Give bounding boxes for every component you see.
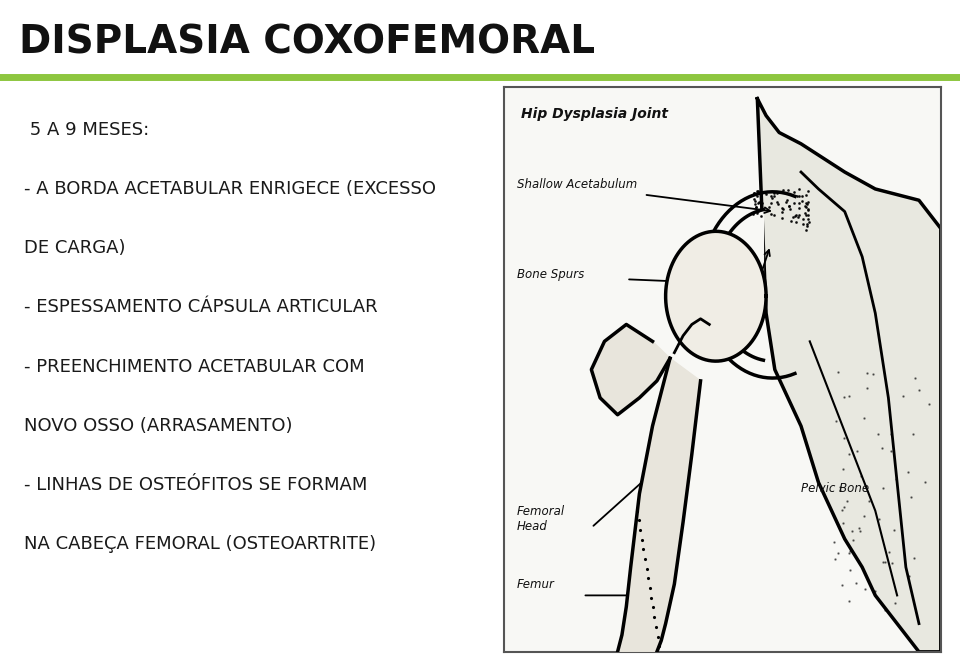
Text: DE CARGA): DE CARGA) [24, 239, 126, 257]
Text: NA CABEÇA FEMORAL (OSTEOARTRITE): NA CABEÇA FEMORAL (OSTEOARTRITE) [24, 535, 376, 553]
Text: DISPLASIA COXOFEMORAL: DISPLASIA COXOFEMORAL [19, 24, 595, 62]
Text: - ESPESSAMENTO CÁPSULA ARTICULAR: - ESPESSAMENTO CÁPSULA ARTICULAR [24, 298, 377, 317]
Polygon shape [591, 325, 670, 415]
Text: - LINHAS DE OSTEÓFITOS SE FORMAM: - LINHAS DE OSTEÓFITOS SE FORMAM [24, 476, 368, 494]
Text: Hip Dysplasia Joint: Hip Dysplasia Joint [521, 107, 668, 121]
Polygon shape [713, 210, 763, 360]
Text: - PREENCHIMENTO ACETABULAR COM: - PREENCHIMENTO ACETABULAR COM [24, 358, 365, 376]
Text: Bone Spurs: Bone Spurs [517, 268, 585, 281]
Text: Femoral
Head: Femoral Head [517, 505, 565, 533]
Text: - A BORDA ACETABULAR ENRIGECE (EXCESSO: - A BORDA ACETABULAR ENRIGECE (EXCESSO [24, 180, 436, 198]
Text: NOVO OSSO (ARRASAMENTO): NOVO OSSO (ARRASAMENTO) [24, 417, 293, 435]
Polygon shape [617, 358, 701, 652]
Polygon shape [665, 231, 766, 361]
Text: 5 A 9 MESES:: 5 A 9 MESES: [24, 121, 149, 139]
Text: Pelvic Bone: Pelvic Bone [801, 482, 869, 495]
Text: Femur: Femur [517, 579, 555, 591]
Polygon shape [757, 99, 941, 652]
Text: Shallow Acetabulum: Shallow Acetabulum [517, 177, 637, 191]
